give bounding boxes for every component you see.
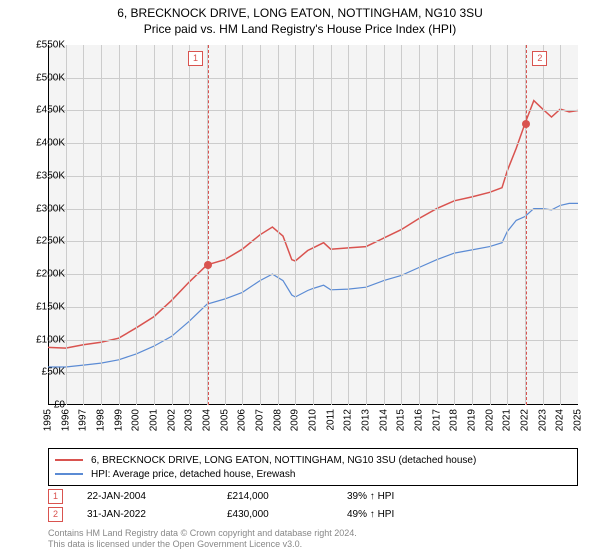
- x-tick-label: 2019: [467, 409, 478, 431]
- y-tick-label: £500K: [21, 72, 65, 83]
- x-tick-label: 2020: [484, 409, 495, 431]
- x-tick-label: 2000: [131, 409, 142, 431]
- y-tick-label: £200K: [21, 269, 65, 280]
- x-tick-label: 2002: [166, 409, 177, 431]
- x-tick-label: 2025: [573, 409, 584, 431]
- legend-swatch: [55, 459, 83, 461]
- sale-vs-hpi: 39% ↑ HPI: [347, 491, 467, 502]
- sale-date: 22-JAN-2004: [87, 491, 227, 502]
- footer-line: This data is licensed under the Open Gov…: [48, 539, 357, 550]
- sale-price: £430,000: [227, 509, 347, 520]
- x-tick-label: 2021: [502, 409, 513, 431]
- sales-row: 1 22-JAN-2004 £214,000 39% ↑ HPI: [48, 488, 467, 504]
- footer-attribution: Contains HM Land Registry data © Crown c…: [48, 528, 357, 551]
- y-tick-label: £100K: [21, 334, 65, 345]
- sale-marker-line: [208, 45, 209, 405]
- x-tick-label: 2007: [255, 409, 266, 431]
- y-tick-label: £50K: [21, 367, 65, 378]
- x-tick-label: 1998: [96, 409, 107, 431]
- sale-date: 31-JAN-2022: [87, 509, 227, 520]
- x-tick-label: 2022: [520, 409, 531, 431]
- sale-marker-dot: [204, 261, 212, 269]
- sale-marker-index: 2: [48, 507, 63, 522]
- sale-marker-line: [526, 45, 527, 405]
- x-tick-label: 2010: [308, 409, 319, 431]
- chart-container: 6, BRECKNOCK DRIVE, LONG EATON, NOTTINGH…: [0, 0, 600, 560]
- x-tick-label: 2015: [396, 409, 407, 431]
- sale-vs-hpi: 49% ↑ HPI: [347, 509, 467, 520]
- x-tick-label: 2011: [325, 409, 336, 431]
- y-tick-label: £550K: [21, 40, 65, 51]
- x-tick-label: 2006: [237, 409, 248, 431]
- x-tick-label: 1999: [113, 409, 124, 431]
- legend-label: 6, BRECKNOCK DRIVE, LONG EATON, NOTTINGH…: [91, 455, 476, 466]
- x-tick-label: 1995: [43, 409, 54, 431]
- sale-marker-box: 2: [532, 51, 547, 66]
- sale-price: £214,000: [227, 491, 347, 502]
- legend-row: 6, BRECKNOCK DRIVE, LONG EATON, NOTTINGH…: [55, 453, 571, 467]
- sales-table: 1 22-JAN-2004 £214,000 39% ↑ HPI 2 31-JA…: [48, 488, 467, 524]
- chart-title: 6, BRECKNOCK DRIVE, LONG EATON, NOTTINGH…: [0, 6, 600, 22]
- title-block: 6, BRECKNOCK DRIVE, LONG EATON, NOTTINGH…: [0, 0, 600, 37]
- x-tick-label: 2004: [202, 409, 213, 431]
- x-tick-label: 2023: [537, 409, 548, 431]
- x-tick-label: 2012: [343, 409, 354, 431]
- sales-row: 2 31-JAN-2022 £430,000 49% ↑ HPI: [48, 506, 467, 522]
- x-tick-label: 2016: [414, 409, 425, 431]
- legend-swatch: [55, 473, 83, 475]
- y-tick-label: £400K: [21, 138, 65, 149]
- legend-row: HPI: Average price, detached house, Erew…: [55, 467, 571, 481]
- x-tick-label: 2013: [361, 409, 372, 431]
- x-tick-label: 2008: [272, 409, 283, 431]
- y-tick-label: £150K: [21, 301, 65, 312]
- x-tick-label: 2017: [431, 409, 442, 431]
- x-tick-label: 2009: [290, 409, 301, 431]
- chart-subtitle: Price paid vs. HM Land Registry's House …: [0, 22, 600, 38]
- x-tick-label: 2018: [449, 409, 460, 431]
- x-tick-label: 2003: [184, 409, 195, 431]
- sale-marker-index: 1: [48, 489, 63, 504]
- y-tick-label: £300K: [21, 203, 65, 214]
- legend-label: HPI: Average price, detached house, Erew…: [91, 469, 295, 480]
- x-tick-label: 2005: [219, 409, 230, 431]
- y-tick-label: £350K: [21, 170, 65, 181]
- x-tick-label: 2014: [378, 409, 389, 431]
- footer-line: Contains HM Land Registry data © Crown c…: [48, 528, 357, 539]
- x-tick-label: 2001: [149, 409, 160, 431]
- x-tick-label: 1996: [60, 409, 71, 431]
- sale-marker-box: 1: [188, 51, 203, 66]
- x-tick-label: 2024: [555, 409, 566, 431]
- plot-area: 12: [48, 45, 578, 405]
- sale-marker-dot: [522, 120, 530, 128]
- legend-box: 6, BRECKNOCK DRIVE, LONG EATON, NOTTINGH…: [48, 448, 578, 486]
- x-tick-label: 1997: [78, 409, 89, 431]
- y-tick-label: £450K: [21, 105, 65, 116]
- y-tick-label: £250K: [21, 236, 65, 247]
